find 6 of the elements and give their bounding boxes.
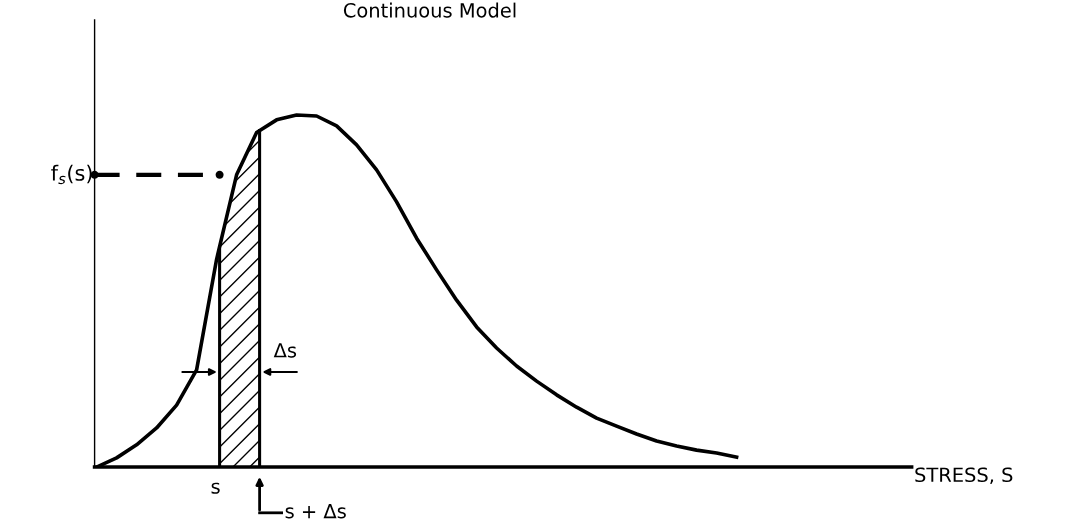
- text: STRESS, S: [915, 467, 1013, 485]
- text: s + Δs: [285, 504, 346, 519]
- text: s: [211, 482, 220, 494]
- chart-title: Continuous Model: [343, 2, 516, 18]
- ref-line-label: f$_{s}$(s): [51, 164, 92, 185]
- annotation: Δs: [273, 343, 297, 358]
